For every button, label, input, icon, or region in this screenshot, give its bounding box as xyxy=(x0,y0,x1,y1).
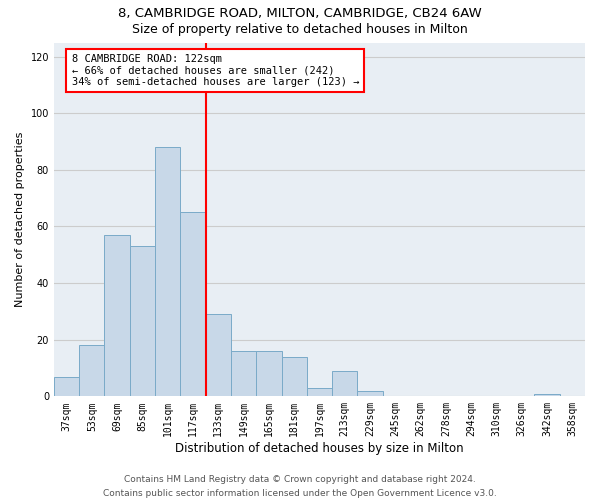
Y-axis label: Number of detached properties: Number of detached properties xyxy=(15,132,25,307)
Bar xyxy=(181,212,206,396)
Bar xyxy=(231,351,256,397)
Text: Size of property relative to detached houses in Milton: Size of property relative to detached ho… xyxy=(132,22,468,36)
Bar xyxy=(256,351,281,397)
Bar xyxy=(79,346,104,397)
Bar xyxy=(130,246,155,396)
Bar xyxy=(206,314,231,396)
Bar xyxy=(155,147,181,396)
Bar xyxy=(54,376,79,396)
X-axis label: Distribution of detached houses by size in Milton: Distribution of detached houses by size … xyxy=(175,442,464,455)
Bar xyxy=(281,356,307,397)
Bar xyxy=(535,394,560,396)
Bar xyxy=(104,235,130,396)
Bar xyxy=(307,388,332,396)
Bar xyxy=(332,371,358,396)
Text: Contains HM Land Registry data © Crown copyright and database right 2024.
Contai: Contains HM Land Registry data © Crown c… xyxy=(103,476,497,498)
Bar xyxy=(358,390,383,396)
Text: 8, CAMBRIDGE ROAD, MILTON, CAMBRIDGE, CB24 6AW: 8, CAMBRIDGE ROAD, MILTON, CAMBRIDGE, CB… xyxy=(118,8,482,20)
Text: 8 CAMBRIDGE ROAD: 122sqm
← 66% of detached houses are smaller (242)
34% of semi-: 8 CAMBRIDGE ROAD: 122sqm ← 66% of detach… xyxy=(71,54,359,87)
